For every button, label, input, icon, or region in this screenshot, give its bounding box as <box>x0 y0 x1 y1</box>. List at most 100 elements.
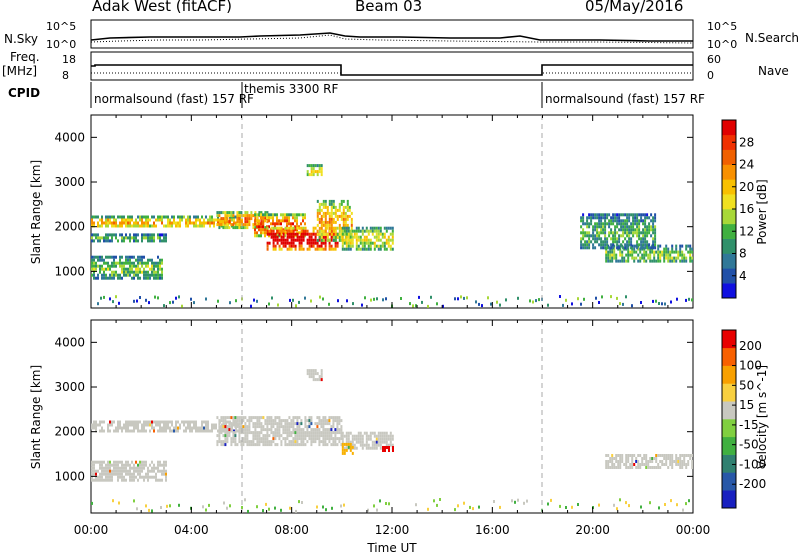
velocity-cell <box>649 457 652 460</box>
power-colorbar-swatch <box>722 120 736 136</box>
power-cell <box>618 228 621 232</box>
velocity-cell <box>359 434 362 438</box>
velocity-cell <box>209 429 211 433</box>
power-cell <box>600 240 603 244</box>
power-cell <box>278 229 281 233</box>
velocity-cell <box>246 434 249 438</box>
power-cell <box>622 222 625 226</box>
power-cell <box>316 244 319 248</box>
power-cell <box>330 223 333 227</box>
velocity-cell <box>361 440 364 444</box>
power-cell <box>689 250 692 254</box>
power-cell <box>658 302 660 305</box>
velocity-cell <box>340 437 343 441</box>
power-cell <box>145 264 147 268</box>
power-cell <box>195 224 197 228</box>
power-cell <box>644 237 647 241</box>
velocity-cell <box>685 502 687 506</box>
velocity-cell <box>222 419 225 423</box>
velocity-cell <box>133 475 135 479</box>
power-cell <box>334 238 337 242</box>
velocity-cell <box>256 419 259 423</box>
power-cell <box>629 253 632 257</box>
power-cell <box>343 238 346 242</box>
velocity-cell <box>205 429 207 433</box>
velocity-cell <box>290 422 293 426</box>
velocity-cell <box>264 443 267 447</box>
velocity-cell <box>371 440 374 444</box>
velocity-cell <box>278 422 281 426</box>
velocity-cell <box>99 460 101 464</box>
power-cell <box>600 246 603 250</box>
velocity-cell <box>226 506 228 510</box>
power-cell <box>288 232 291 236</box>
power-cell <box>638 237 641 241</box>
velocity-cell <box>365 440 368 444</box>
power-cell <box>264 211 267 215</box>
power-cell <box>357 247 360 251</box>
power-cell <box>296 219 298 223</box>
velocity-cell <box>264 440 267 444</box>
velocity-cell <box>185 420 187 424</box>
power-cell <box>342 211 345 215</box>
power-cell <box>226 217 229 221</box>
velocity-cell <box>127 463 129 467</box>
power-cell <box>187 221 189 225</box>
power-cell <box>139 224 141 228</box>
power-cell <box>97 233 99 237</box>
power-cell <box>286 222 288 226</box>
velocity-cell <box>665 460 668 463</box>
velocity-cell <box>113 429 115 433</box>
power-cell <box>121 221 123 225</box>
power-cell <box>119 261 121 265</box>
power-cell <box>111 276 113 280</box>
power-cell <box>627 259 630 263</box>
power-cell <box>95 255 97 259</box>
power-cell <box>157 267 159 271</box>
power-cell <box>250 217 253 221</box>
velocity-cell <box>264 434 267 438</box>
power-cell <box>655 259 658 263</box>
power-cell <box>621 250 624 254</box>
velocity-cell <box>288 431 291 435</box>
power-cell <box>316 173 319 177</box>
velocity-cell <box>379 443 382 447</box>
velocity-cell <box>332 440 335 444</box>
power-cell <box>612 231 615 235</box>
power-cell <box>105 267 107 271</box>
power-cell <box>691 247 693 251</box>
power-cell <box>334 244 337 248</box>
velocity-cell <box>191 426 193 430</box>
velocity-cell <box>218 437 221 441</box>
power-cell <box>618 219 621 223</box>
velocity-cell <box>316 422 319 426</box>
velocity-cell <box>328 437 331 441</box>
power-cell <box>149 267 151 271</box>
power-cell <box>119 224 121 228</box>
velocity-cell <box>616 507 618 511</box>
velocity-cell <box>123 469 125 473</box>
power-cell <box>598 222 601 226</box>
velocity-cell <box>341 445 344 449</box>
velocity-cell <box>233 429 235 433</box>
velocity-cell <box>298 434 301 438</box>
power-cell <box>347 226 350 230</box>
power-cell <box>590 219 593 223</box>
power-cell <box>355 229 358 233</box>
power-cell <box>121 236 123 240</box>
velocity-cell <box>215 426 217 430</box>
velocity-cell <box>197 429 199 433</box>
power-cell <box>330 226 333 230</box>
velocity-cell <box>254 416 257 420</box>
power-cell <box>351 229 354 233</box>
power-cell <box>151 236 153 240</box>
velocity-cell <box>289 506 291 510</box>
power-cell <box>147 273 149 277</box>
velocity-cell <box>316 431 319 435</box>
power-cell <box>334 247 337 251</box>
velocity-cell <box>615 457 618 460</box>
velocity-cell <box>377 431 380 435</box>
velocity-cell <box>211 426 213 430</box>
velocity-cell <box>310 419 313 423</box>
velocity-cell <box>373 440 376 444</box>
